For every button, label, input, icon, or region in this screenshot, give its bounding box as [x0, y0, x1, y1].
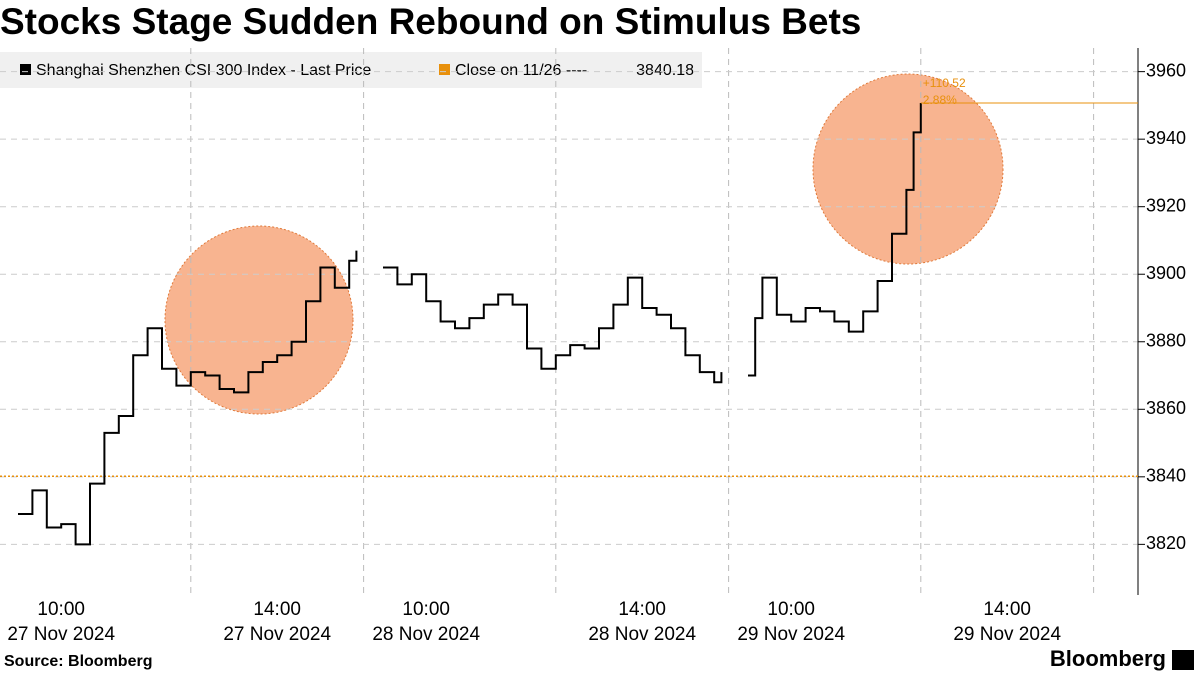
x-tick-label: 27 Nov 2024 [7, 624, 115, 645]
y-tick-label: 3840 [1146, 466, 1186, 486]
x-tick-label: 14:00 [253, 599, 301, 620]
x-tick-label: 14:00 [618, 599, 666, 620]
x-tick-label: 10:00 [767, 599, 815, 620]
legend-swatch [439, 64, 450, 75]
price-line [18, 250, 358, 546]
price-line [748, 103, 922, 377]
price-line [383, 266, 723, 384]
highlight-circle [164, 225, 354, 415]
y-tick-label: 3900 [1146, 263, 1186, 283]
x-tick-label: 14:00 [983, 599, 1031, 620]
x-tick-label: 28 Nov 2024 [372, 624, 480, 645]
source: Source: Bloomberg [4, 653, 152, 670]
x-tick-label: 10:00 [402, 599, 450, 620]
y-tick-label: 3920 [1146, 195, 1186, 215]
x-tick-label: 28 Nov 2024 [588, 624, 696, 645]
x-tick-label: 27 Nov 2024 [223, 624, 331, 645]
y-tick-label: 3960 [1146, 60, 1186, 80]
x-tick-label: 29 Nov 2024 [953, 624, 1061, 645]
y-tick-label: 3880 [1146, 331, 1186, 351]
legend-value: 3840.18 [636, 62, 694, 79]
legend-box [0, 52, 702, 88]
legend-label: Close on 11/26 ---- [455, 62, 587, 79]
x-tick-label: 10:00 [37, 599, 85, 620]
chart-title: Stocks Stage Sudden Rebound on Stimulus … [0, 1, 861, 42]
legend-swatch [20, 64, 31, 75]
brand-icon [1172, 650, 1194, 670]
brand: Bloomberg [1050, 646, 1166, 671]
y-tick-label: 3940 [1146, 128, 1186, 148]
x-tick-label: 29 Nov 2024 [737, 624, 845, 645]
y-tick-label: 3820 [1146, 533, 1186, 553]
y-tick-label: 3860 [1146, 398, 1186, 418]
highlight-circle [812, 73, 1004, 265]
annotation: 2.88% [923, 93, 957, 107]
annotation: +110.52 [923, 76, 966, 90]
legend-label: Shanghai Shenzhen CSI 300 Index - Last P… [36, 62, 371, 79]
